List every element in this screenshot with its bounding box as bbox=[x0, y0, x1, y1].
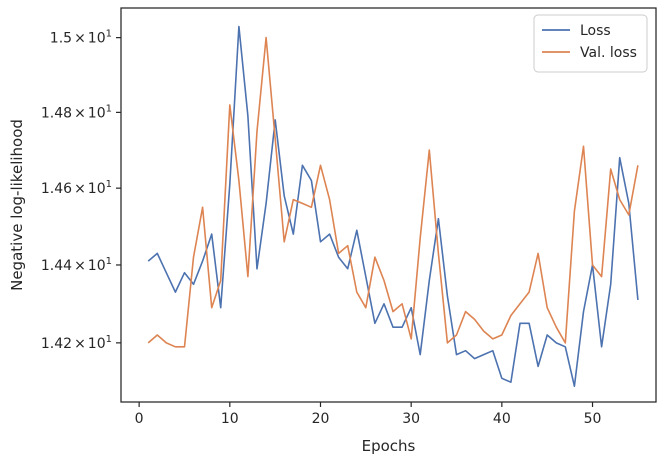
y-axis-label: Negative log-likelihood bbox=[8, 119, 26, 291]
y-tick-exponent: 1 bbox=[106, 179, 112, 190]
series-line-1 bbox=[147, 36, 639, 348]
y-tick-mantissa: 1.46 bbox=[41, 181, 72, 197]
y-tick-times: × bbox=[74, 258, 86, 274]
x-tick-label: 40 bbox=[493, 411, 511, 427]
legend-label: Loss bbox=[580, 23, 611, 39]
y-tick-base: 10 bbox=[88, 258, 106, 274]
x-tick-label: 50 bbox=[584, 411, 602, 427]
y-tick-mantissa: 1.48 bbox=[41, 105, 72, 121]
legend: Loss Val. loss bbox=[533, 14, 648, 73]
y-tick-label: 1.46 × 101 bbox=[41, 179, 112, 197]
y-tick-exponent: 1 bbox=[106, 256, 112, 267]
x-tick-label: 10 bbox=[221, 411, 239, 427]
series-lines bbox=[147, 25, 639, 388]
y-tick-base: 10 bbox=[88, 31, 106, 47]
y-tick-mantissa: 1.42 bbox=[41, 336, 72, 352]
y-tick-base: 10 bbox=[88, 181, 106, 197]
y-tick-exponent: 1 bbox=[106, 29, 112, 40]
y-tick-label: 1.5 × 101 bbox=[50, 29, 112, 47]
plot-background bbox=[121, 8, 656, 402]
y-tick-exponent: 1 bbox=[106, 103, 112, 114]
y-tick-times: × bbox=[74, 336, 86, 352]
y-tick-times: × bbox=[74, 105, 86, 121]
y-tick-mantissa: 1.5 bbox=[50, 31, 72, 47]
x-axis: 0 10 20 30 40 50 bbox=[135, 402, 602, 427]
y-tick-times: × bbox=[74, 181, 86, 197]
y-tick-label: 1.44 × 101 bbox=[41, 256, 112, 274]
x-tick-label: 20 bbox=[312, 411, 330, 427]
y-tick-base: 10 bbox=[88, 105, 106, 121]
y-tick-mantissa: 1.44 bbox=[41, 258, 72, 274]
y-tick-exponent: 1 bbox=[106, 334, 112, 345]
series-line-0 bbox=[147, 25, 639, 388]
x-axis-label: Epochs bbox=[362, 437, 416, 455]
y-tick-label: 1.42 × 101 bbox=[41, 334, 112, 352]
y-tick-base: 10 bbox=[88, 336, 106, 352]
y-tick-label: 1.48 × 101 bbox=[41, 103, 112, 121]
legend-label: Val. loss bbox=[580, 45, 637, 61]
x-tick-label: 30 bbox=[402, 411, 420, 427]
plot-frame bbox=[120, 7, 657, 403]
x-tick-label: 0 bbox=[135, 411, 144, 427]
y-tick-times: × bbox=[74, 31, 86, 47]
